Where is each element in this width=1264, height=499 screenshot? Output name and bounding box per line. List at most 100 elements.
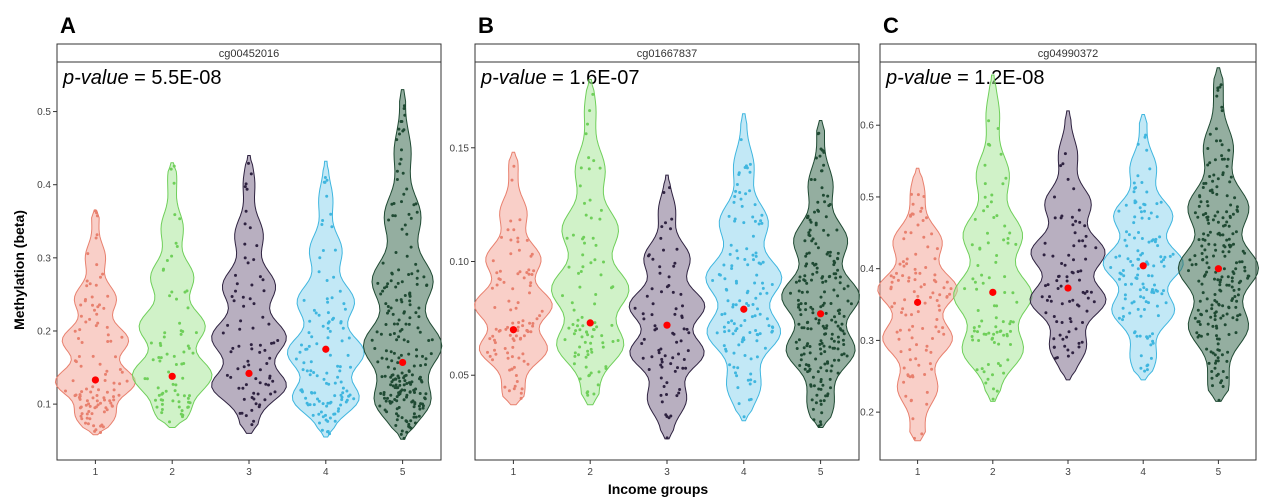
data-point: [103, 379, 107, 382]
data-point: [899, 350, 903, 354]
data-point: [571, 323, 575, 326]
data-point: [519, 391, 523, 395]
data-point: [395, 399, 399, 403]
data-point: [660, 365, 664, 369]
data-point: [1197, 204, 1201, 208]
data-point: [414, 202, 418, 206]
data-point: [930, 232, 934, 236]
data-point: [829, 369, 833, 373]
data-point: [160, 402, 164, 406]
data-point: [1139, 210, 1143, 214]
data-point: [328, 432, 331, 436]
data-point: [231, 346, 235, 350]
data-point: [1213, 243, 1217, 247]
data-point: [816, 208, 820, 212]
data-point: [1201, 186, 1205, 189]
data-point: [753, 380, 757, 384]
data-point: [395, 169, 399, 173]
data-point: [588, 373, 591, 377]
data-point: [805, 344, 809, 348]
data-point: [916, 310, 920, 314]
data-point: [1094, 246, 1098, 250]
data-point: [1061, 337, 1065, 341]
data-point: [1145, 190, 1149, 194]
data-point: [398, 132, 401, 136]
data-point: [901, 260, 905, 264]
data-point: [684, 366, 688, 370]
data-point: [1211, 191, 1215, 195]
data-point: [804, 302, 808, 305]
data-point: [902, 380, 906, 384]
data-point: [815, 270, 819, 274]
data-point: [924, 348, 928, 352]
data-point: [261, 278, 265, 282]
data-point: [404, 322, 408, 326]
data-point: [836, 251, 840, 255]
data-point: [1069, 320, 1073, 324]
x-tick-label: 1: [93, 467, 99, 478]
data-point: [176, 393, 180, 397]
data-point: [390, 202, 394, 206]
data-point: [384, 302, 388, 306]
data-point: [802, 346, 806, 350]
data-point: [399, 432, 403, 436]
data-point: [1139, 314, 1143, 318]
data-point: [1074, 327, 1078, 331]
data-point: [809, 305, 813, 309]
data-point: [674, 307, 678, 311]
data-point: [1222, 267, 1226, 271]
data-point: [250, 283, 254, 287]
data-point: [1210, 188, 1214, 192]
data-point: [1049, 299, 1053, 303]
data-point: [797, 305, 800, 309]
data-point: [395, 407, 399, 411]
data-point: [512, 228, 516, 232]
data-point: [929, 295, 932, 299]
data-point: [330, 296, 334, 300]
data-point: [410, 380, 414, 384]
data-point: [390, 400, 394, 404]
data-point: [585, 330, 588, 334]
data-point: [932, 278, 936, 282]
data-point: [402, 310, 406, 314]
data-point: [322, 377, 326, 381]
data-point: [770, 329, 774, 333]
data-point: [102, 396, 106, 400]
data-point: [1066, 354, 1070, 358]
data-point: [1123, 297, 1127, 301]
data-point: [750, 315, 754, 319]
data-point: [901, 307, 905, 311]
data-point: [341, 386, 345, 390]
data-point: [1195, 331, 1199, 335]
data-point: [590, 350, 594, 354]
data-point: [1048, 295, 1051, 299]
data-point: [651, 302, 655, 306]
data-point: [680, 316, 684, 319]
data-point: [1199, 334, 1203, 338]
data-point: [1212, 173, 1216, 177]
data-point: [571, 233, 575, 237]
data-point: [986, 363, 990, 366]
data-point: [797, 322, 801, 326]
data-point: [809, 327, 813, 331]
data-point: [742, 338, 746, 342]
data-point: [732, 365, 736, 369]
data-point: [1137, 257, 1141, 261]
data-point: [84, 298, 87, 301]
data-point: [1059, 284, 1063, 288]
data-point: [737, 173, 741, 176]
data-point: [1114, 255, 1118, 259]
data-point: [820, 411, 824, 415]
data-point: [1232, 242, 1235, 246]
data-point: [1076, 270, 1080, 274]
data-point: [806, 320, 810, 324]
data-point: [1121, 269, 1125, 272]
data-point: [1227, 237, 1231, 241]
data-point: [402, 107, 406, 110]
data-point: [742, 221, 746, 225]
data-point: [181, 330, 185, 333]
data-point: [823, 290, 826, 294]
data-point: [1156, 314, 1160, 318]
data-point: [1014, 242, 1018, 246]
data-point: [414, 262, 418, 266]
